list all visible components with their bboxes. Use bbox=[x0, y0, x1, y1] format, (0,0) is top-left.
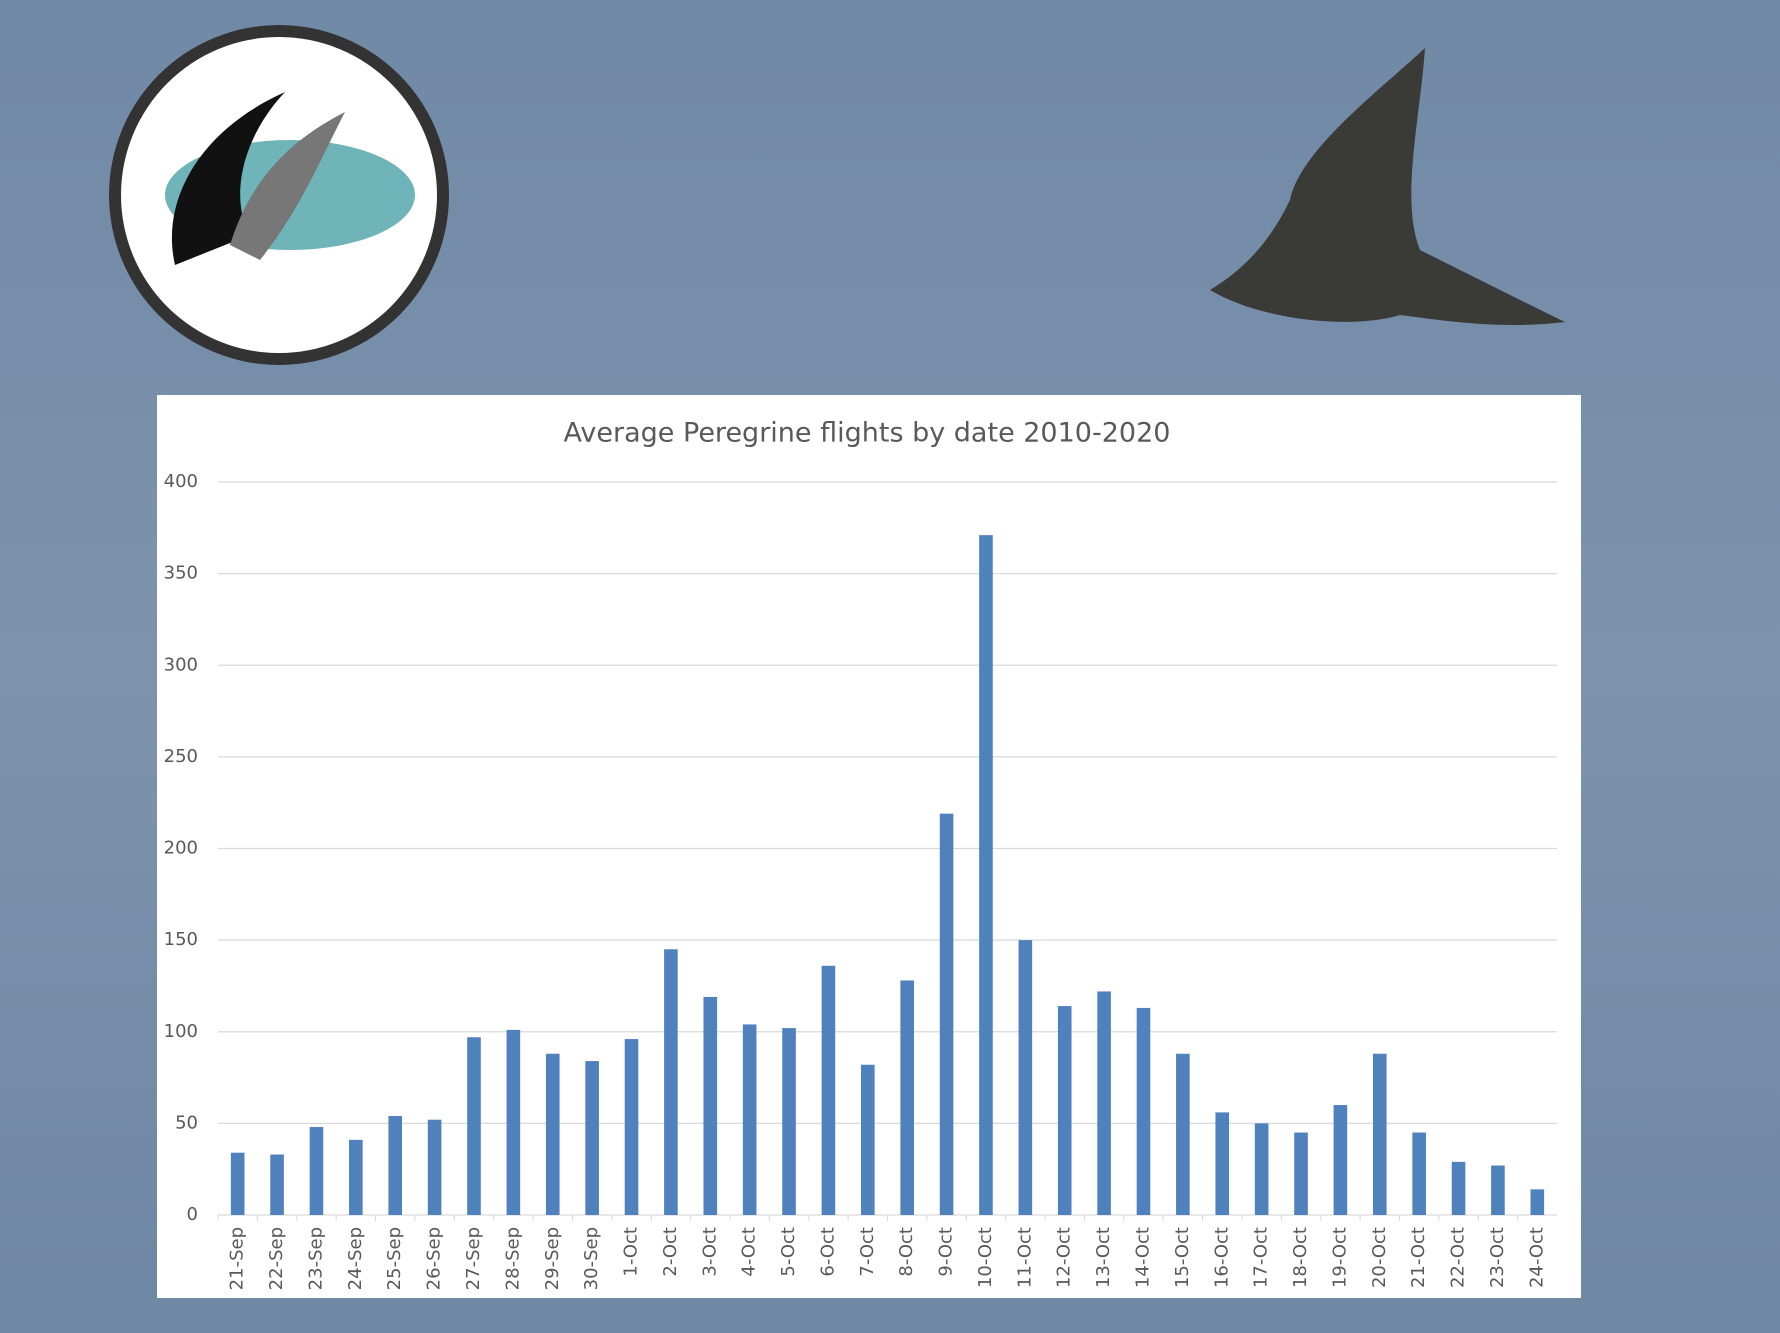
x-tick-label: 14-Oct bbox=[1132, 1227, 1153, 1288]
x-tick-label: 13-Oct bbox=[1093, 1227, 1114, 1288]
y-tick-label: 300 bbox=[164, 654, 198, 675]
x-tick-label: 22-Oct bbox=[1448, 1227, 1469, 1288]
falcon bbox=[1210, 48, 1565, 325]
x-tick-label: 30-Sep bbox=[581, 1227, 602, 1290]
x-tick-label: 19-Oct bbox=[1329, 1227, 1350, 1288]
x-tick-label: 9-Oct bbox=[936, 1227, 957, 1277]
bar bbox=[1294, 1132, 1308, 1215]
bar bbox=[782, 1028, 796, 1215]
x-tick-label: 15-Oct bbox=[1172, 1227, 1193, 1288]
y-tick-label: 250 bbox=[164, 746, 198, 767]
bar bbox=[1254, 1123, 1269, 1215]
bar bbox=[270, 1154, 284, 1215]
bar bbox=[939, 813, 954, 1215]
bar bbox=[664, 949, 678, 1215]
falcon-body bbox=[1210, 48, 1565, 325]
x-tick-label: 6-Oct bbox=[817, 1227, 838, 1277]
bar bbox=[1491, 1165, 1505, 1215]
chart-title: Average Peregrine flights by date 2010-2… bbox=[564, 418, 1171, 449]
bar bbox=[427, 1119, 442, 1215]
x-tick-label: 5-Oct bbox=[778, 1227, 799, 1277]
x-tick-label: 21-Sep bbox=[227, 1227, 248, 1290]
bar bbox=[230, 1152, 245, 1215]
x-tick-label: 3-Oct bbox=[699, 1227, 720, 1277]
bar bbox=[1136, 1007, 1151, 1215]
x-tick-label: 29-Sep bbox=[542, 1227, 563, 1290]
bar bbox=[861, 1064, 875, 1215]
x-tick-label: 21-Oct bbox=[1408, 1227, 1429, 1288]
bar bbox=[585, 1061, 599, 1215]
x-tick-label: 20-Oct bbox=[1369, 1227, 1390, 1288]
bar bbox=[1372, 1053, 1387, 1215]
bar bbox=[1057, 1006, 1072, 1215]
x-tick-label: 2-Oct bbox=[660, 1227, 681, 1277]
bar bbox=[467, 1037, 481, 1215]
bar bbox=[309, 1127, 324, 1215]
x-tick-label: 18-Oct bbox=[1290, 1227, 1311, 1288]
x-tick-label: 11-Oct bbox=[1014, 1227, 1035, 1288]
bar bbox=[742, 1024, 757, 1215]
y-tick-label: 50 bbox=[175, 1112, 198, 1133]
x-tick-label: 17-Oct bbox=[1251, 1227, 1272, 1288]
bar bbox=[1451, 1161, 1466, 1215]
bar bbox=[1176, 1053, 1190, 1215]
bar bbox=[388, 1116, 403, 1215]
bar bbox=[1333, 1105, 1348, 1215]
y-tick-label: 200 bbox=[164, 838, 198, 859]
logo-wing bbox=[230, 112, 345, 260]
bar bbox=[821, 965, 836, 1215]
bar bbox=[349, 1139, 363, 1215]
bar bbox=[900, 980, 914, 1215]
logo bbox=[109, 25, 449, 365]
x-tick-label: 26-Sep bbox=[424, 1227, 445, 1290]
bar bbox=[545, 1053, 560, 1215]
y-tick-label: 150 bbox=[164, 929, 198, 950]
x-tick-label: 27-Sep bbox=[463, 1227, 484, 1290]
bar bbox=[703, 996, 718, 1215]
bar bbox=[506, 1029, 521, 1215]
x-tick-label: 23-Sep bbox=[305, 1227, 326, 1290]
logo-wing bbox=[171, 92, 285, 265]
y-tick-label: 400 bbox=[164, 471, 198, 492]
bar bbox=[624, 1039, 639, 1215]
bar bbox=[1018, 940, 1033, 1215]
y-tick-label: 350 bbox=[164, 563, 198, 584]
x-tick-label: 1-Oct bbox=[621, 1227, 642, 1277]
x-tick-label: 28-Sep bbox=[502, 1227, 523, 1290]
y-tick-label: 0 bbox=[187, 1204, 198, 1225]
x-tick-label: 24-Oct bbox=[1526, 1227, 1547, 1288]
bar bbox=[1412, 1132, 1426, 1215]
x-tick-label: 10-Oct bbox=[975, 1227, 996, 1288]
x-tick-label: 12-Oct bbox=[1054, 1227, 1075, 1288]
x-tick-label: 24-Sep bbox=[345, 1227, 366, 1290]
bar bbox=[1097, 991, 1111, 1215]
x-tick-label: 25-Sep bbox=[384, 1227, 405, 1290]
x-tick-label: 22-Sep bbox=[266, 1227, 287, 1290]
x-tick-label: 8-Oct bbox=[896, 1227, 917, 1277]
x-tick-label: 7-Oct bbox=[857, 1227, 878, 1277]
x-tick-label: 16-Oct bbox=[1211, 1227, 1232, 1288]
bar bbox=[1215, 1112, 1230, 1215]
x-tick-label: 4-Oct bbox=[739, 1227, 760, 1277]
bar bbox=[979, 535, 993, 1215]
y-tick-label: 100 bbox=[164, 1021, 198, 1042]
x-tick-label: 23-Oct bbox=[1487, 1227, 1508, 1288]
bar bbox=[1530, 1189, 1545, 1215]
